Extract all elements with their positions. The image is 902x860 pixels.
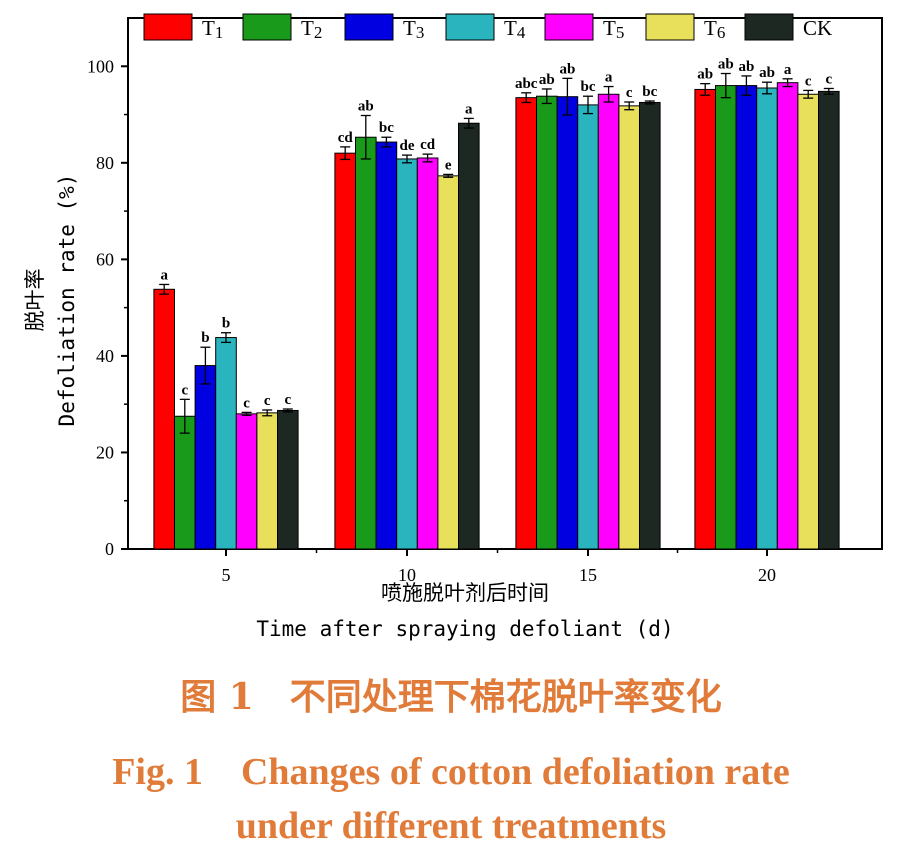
- bar: [277, 409, 299, 550]
- significance-label: c: [181, 382, 188, 398]
- figure-caption-en-line1: Fig. 1 Changes of cotton defoliation rat…: [112, 751, 790, 793]
- legend-swatch: [744, 13, 794, 41]
- legend-swatch: [143, 13, 193, 41]
- plot-frame: 0 20 40 60 80 100 5 10 15 20: [87, 17, 883, 585]
- legend-swatch: [645, 13, 695, 41]
- significance-label: de: [400, 138, 415, 154]
- significance-label: a: [784, 62, 792, 78]
- significance-label: c: [626, 85, 633, 101]
- bar: [556, 96, 579, 550]
- x-tick-label: 20: [758, 565, 776, 585]
- x-tick-label: 10: [398, 565, 416, 585]
- y-tick-label: 100: [87, 56, 114, 76]
- significance-label: c: [264, 393, 271, 409]
- bar: [597, 93, 620, 550]
- significance-label: cd: [338, 130, 354, 146]
- bar: [235, 413, 258, 550]
- bar: [153, 288, 175, 550]
- bar: [437, 175, 459, 550]
- bar: [256, 412, 278, 550]
- significance-label: a: [465, 101, 473, 117]
- figure-caption-cn: 图 1 不同处理下棉花脱叶率变化: [180, 676, 722, 718]
- bar: [174, 415, 196, 550]
- bar: [375, 141, 398, 550]
- bar: [639, 101, 661, 550]
- bar: [756, 87, 778, 550]
- bar: [355, 136, 377, 550]
- bar: [715, 85, 737, 550]
- bar: [194, 365, 217, 550]
- y-tick-label: 40: [96, 346, 114, 366]
- legend-swatch: [544, 13, 594, 41]
- bar: [735, 85, 758, 550]
- y-axis-label-en: Defoliation rate (%): [55, 174, 79, 427]
- x-tick-label: 5: [222, 565, 231, 585]
- y-tick-label: 20: [96, 442, 114, 462]
- significance-label: bc: [642, 84, 657, 100]
- legend-label: CK: [803, 16, 832, 40]
- significance-label: a: [605, 70, 613, 86]
- significance-label: ab: [539, 72, 555, 88]
- legend-label: T1: [202, 16, 223, 42]
- significance-label: ab: [697, 67, 713, 83]
- bar: [618, 105, 641, 550]
- bar: [776, 82, 799, 550]
- significance-label: ab: [358, 99, 374, 115]
- y-axis-label-cn: 脱叶率: [23, 269, 47, 332]
- y-tick-label: 0: [105, 539, 114, 559]
- legend-swatch: [445, 13, 495, 41]
- bar: [515, 97, 538, 550]
- x-tick-label: 15: [579, 565, 597, 585]
- plot-border: [127, 17, 883, 550]
- figure-caption-en-line2: under different treatments: [235, 805, 667, 847]
- bar: [416, 157, 439, 550]
- y-tick-label: 60: [96, 249, 114, 269]
- x-axis-label-en: Time after spraying defoliant (d): [256, 617, 673, 641]
- legend: T1 T2 T3 T4 T5 T6 CK: [143, 13, 832, 42]
- bar: [334, 152, 356, 550]
- significance-label: c: [243, 395, 250, 411]
- bar: [797, 93, 820, 550]
- bar: [536, 95, 558, 550]
- significance-label: bc: [379, 120, 394, 136]
- significance-label: c: [805, 73, 812, 89]
- bar: [396, 158, 418, 550]
- significance-label: cd: [420, 137, 436, 153]
- legend-swatch: [242, 13, 292, 41]
- bar: [577, 104, 599, 550]
- significance-label: e: [445, 157, 452, 173]
- legend-label: T3: [403, 16, 424, 42]
- legend-label: T6: [704, 16, 725, 42]
- significance-label: c: [825, 71, 832, 87]
- significance-label: b: [201, 330, 209, 346]
- legend-label: T5: [603, 16, 624, 42]
- significance-label: c: [284, 392, 291, 408]
- significance-label: ab: [718, 57, 734, 73]
- legend-label: T2: [301, 16, 322, 42]
- legend-label: T4: [504, 16, 526, 42]
- significance-label: a: [160, 267, 168, 283]
- bar: [215, 337, 237, 550]
- bar: [458, 122, 480, 550]
- significance-label: ab: [759, 65, 775, 81]
- significance-label: ab: [738, 59, 754, 75]
- y-tick-label: 80: [96, 153, 114, 173]
- x-axis-label-cn: 喷施脱叶剂后时间: [381, 581, 549, 605]
- significance-label: abc: [515, 76, 538, 92]
- significance-label: ab: [559, 61, 575, 77]
- significance-label: bc: [581, 79, 596, 95]
- legend-swatch: [344, 13, 394, 41]
- bar: [818, 90, 840, 550]
- bar: [694, 88, 717, 550]
- significance-label: b: [222, 316, 230, 332]
